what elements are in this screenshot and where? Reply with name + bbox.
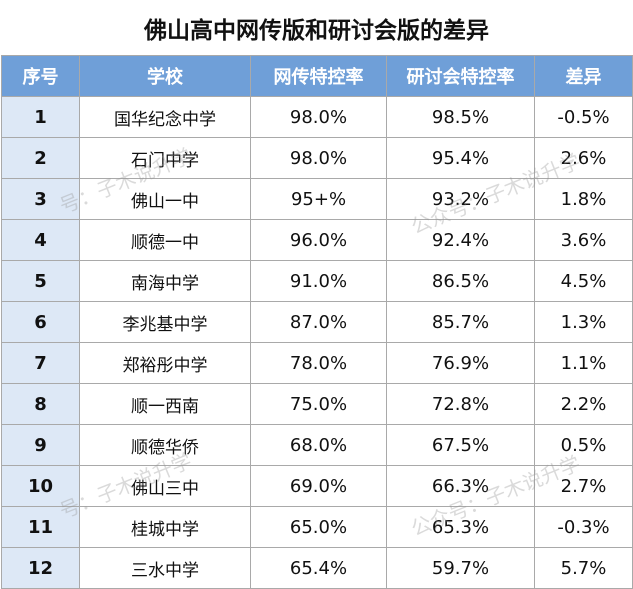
- table-body: 1 国华纪念中学 98.0% 98.5% -0.5% 2 石门中学 98.0% 95.4% 2.6…: [1, 96, 633, 589]
- cell-seminar-rate: 76.9%: [386, 342, 535, 384]
- cell-seminar-rate: 92.4%: [386, 219, 535, 261]
- cell-seminar-rate: 59.7%: [386, 547, 535, 589]
- cell-difference: -0.5%: [534, 96, 633, 138]
- cell-difference: 3.6%: [534, 219, 633, 261]
- cell-online-rate: 68.0%: [250, 424, 387, 466]
- header-index: 序号: [1, 55, 80, 97]
- header-school: 学校: [79, 55, 251, 97]
- cell-online-rate: 96.0%: [250, 219, 387, 261]
- header-row: 序号 学校 网传特控率 研讨会特控率 差异: [1, 55, 633, 97]
- table-row: 8 顺一西南 75.0% 72.8% 2.2%: [1, 383, 633, 425]
- cell-online-rate: 65.0%: [250, 506, 387, 548]
- cell-index: 5: [1, 260, 80, 302]
- cell-difference: 2.2%: [534, 383, 633, 425]
- cell-seminar-rate: 65.3%: [386, 506, 535, 548]
- cell-seminar-rate: 95.4%: [386, 137, 535, 179]
- cell-difference: 1.3%: [534, 301, 633, 343]
- cell-index: 12: [1, 547, 80, 589]
- table-row: 11 桂城中学 65.0% 65.3% -0.3%: [1, 506, 633, 548]
- cell-school: 三水中学: [79, 547, 251, 589]
- table-row: 1 国华纪念中学 98.0% 98.5% -0.5%: [1, 96, 633, 138]
- cell-school: 顺德华侨: [79, 424, 251, 466]
- header-online-rate: 网传特控率: [250, 55, 387, 97]
- cell-difference: 5.7%: [534, 547, 633, 589]
- cell-online-rate: 87.0%: [250, 301, 387, 343]
- cell-online-rate: 65.4%: [250, 547, 387, 589]
- cell-index: 4: [1, 219, 80, 261]
- cell-online-rate: 91.0%: [250, 260, 387, 302]
- cell-difference: 2.6%: [534, 137, 633, 179]
- cell-school: 国华纪念中学: [79, 96, 251, 138]
- cell-school: 李兆基中学: [79, 301, 251, 343]
- cell-school: 顺德一中: [79, 219, 251, 261]
- cell-online-rate: 75.0%: [250, 383, 387, 425]
- cell-index: 2: [1, 137, 80, 179]
- cell-index: 6: [1, 301, 80, 343]
- header-difference: 差异: [534, 55, 633, 97]
- cell-difference: -0.3%: [534, 506, 633, 548]
- cell-index: 9: [1, 424, 80, 466]
- table-row: 4 顺德一中 96.0% 92.4% 3.6%: [1, 219, 633, 261]
- table-row: 12 三水中学 65.4% 59.7% 5.7%: [1, 547, 633, 589]
- cell-online-rate: 78.0%: [250, 342, 387, 384]
- table-row: 3 佛山一中 95+% 93.2% 1.8%: [1, 178, 633, 220]
- cell-seminar-rate: 85.7%: [386, 301, 535, 343]
- cell-index: 7: [1, 342, 80, 384]
- page-title: 佛山高中网传版和研讨会版的差异: [144, 17, 489, 44]
- cell-difference: 1.8%: [534, 178, 633, 220]
- cell-index: 8: [1, 383, 80, 425]
- cell-online-rate: 69.0%: [250, 465, 387, 507]
- cell-school: 石门中学: [79, 137, 251, 179]
- cell-online-rate: 98.0%: [250, 137, 387, 179]
- cell-index: 11: [1, 506, 80, 548]
- header-seminar-rate: 研讨会特控率: [386, 55, 535, 97]
- cell-seminar-rate: 66.3%: [386, 465, 535, 507]
- cell-online-rate: 98.0%: [250, 96, 387, 138]
- cell-school: 佛山一中: [79, 178, 251, 220]
- cell-index: 1: [1, 96, 80, 138]
- table-row: 10 佛山三中 69.0% 66.3% 2.7%: [1, 465, 633, 507]
- cell-seminar-rate: 86.5%: [386, 260, 535, 302]
- comparison-table: 序号 学校 网传特控率 研讨会特控率 差异 1 国华纪念中学 98.0% 98.5% -…: [1, 55, 633, 589]
- cell-difference: 0.5%: [534, 424, 633, 466]
- cell-online-rate: 95+%: [250, 178, 387, 220]
- cell-index: 3: [1, 178, 80, 220]
- cell-school: 顺一西南: [79, 383, 251, 425]
- cell-difference: 2.7%: [534, 465, 633, 507]
- cell-seminar-rate: 98.5%: [386, 96, 535, 138]
- table-row: 2 石门中学 98.0% 95.4% 2.6%: [1, 137, 633, 179]
- cell-school: 桂城中学: [79, 506, 251, 548]
- cell-index: 10: [1, 465, 80, 507]
- cell-difference: 4.5%: [534, 260, 633, 302]
- cell-school: 佛山三中: [79, 465, 251, 507]
- table-row: 6 李兆基中学 87.0% 85.7% 1.3%: [1, 301, 633, 343]
- cell-school: 南海中学: [79, 260, 251, 302]
- cell-school: 郑裕彤中学: [79, 342, 251, 384]
- cell-seminar-rate: 72.8%: [386, 383, 535, 425]
- cell-difference: 1.1%: [534, 342, 633, 384]
- cell-seminar-rate: 67.5%: [386, 424, 535, 466]
- table-row: 5 南海中学 91.0% 86.5% 4.5%: [1, 260, 633, 302]
- cell-seminar-rate: 93.2%: [386, 178, 535, 220]
- table-row: 9 顺德华侨 68.0% 67.5% 0.5%: [1, 424, 633, 466]
- table-row: 7 郑裕彤中学 78.0% 76.9% 1.1%: [1, 342, 633, 384]
